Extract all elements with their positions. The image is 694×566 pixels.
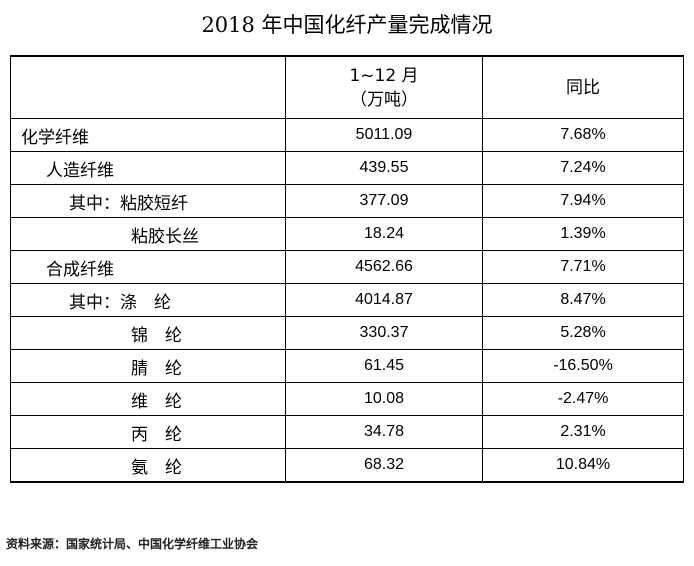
output-value: 330.37: [285, 316, 483, 350]
output-value: 439.55: [285, 151, 483, 185]
table-row: 腈 纶 61.45 -16.50%: [10, 349, 684, 383]
output-value: 10.08: [285, 382, 483, 416]
output-value: 34.78: [285, 415, 483, 449]
yoy-value: 1.39%: [482, 217, 684, 251]
header-empty-cell: [10, 55, 286, 119]
yoy-value: 7.71%: [482, 250, 684, 284]
yoy-value: 5.28%: [482, 316, 684, 350]
table-row: 其中：粘胶短纤 377.09 7.94%: [10, 184, 684, 218]
row-label: 化学纤维: [10, 118, 286, 152]
yoy-value: 7.24%: [482, 151, 684, 185]
table-row: 其中：涤 纶 4014.87 8.47%: [10, 283, 684, 317]
row-label: 其中：涤 纶: [10, 283, 286, 317]
output-value: 5011.09: [285, 118, 483, 152]
yoy-value: 10.84%: [482, 448, 684, 483]
table-row: 氨 纶 68.32 10.84%: [10, 448, 684, 483]
yoy-value: 2.31%: [482, 415, 684, 449]
output-value: 4014.87: [285, 283, 483, 317]
header-output: 1~12 月 （万吨）: [285, 55, 483, 119]
row-label: 锦 纶: [10, 316, 286, 350]
table-row: 合成纤维 4562.66 7.71%: [10, 250, 684, 284]
source-footnote: 资料来源：国家统计局、中国化学纤维工业协会: [6, 537, 259, 551]
table-row: 锦 纶 330.37 5.28%: [10, 316, 684, 350]
output-value: 68.32: [285, 448, 483, 483]
row-label: 维 纶: [10, 382, 286, 416]
output-value: 377.09: [285, 184, 483, 218]
table-row: 粘胶长丝 18.24 1.39%: [10, 217, 684, 251]
row-label: 其中：粘胶短纤: [10, 184, 286, 218]
output-value: 18.24: [285, 217, 483, 251]
table-row: 人造纤维 439.55 7.24%: [10, 151, 684, 185]
header-yoy: 同比: [482, 55, 684, 119]
output-value: 4562.66: [285, 250, 483, 284]
row-label: 人造纤维: [10, 151, 286, 185]
table-row: 化学纤维 5011.09 7.68%: [10, 118, 684, 152]
table-row: 丙 纶 34.78 2.31%: [10, 415, 684, 449]
yoy-value: 7.94%: [482, 184, 684, 218]
header-output-period: 1~12 月: [349, 65, 419, 86]
row-label: 腈 纶: [10, 349, 286, 383]
row-label: 丙 纶: [10, 415, 286, 449]
table-row: 维 纶 10.08 -2.47%: [10, 382, 684, 416]
row-label: 氨 纶: [10, 448, 286, 483]
yoy-value: -16.50%: [482, 349, 684, 383]
yoy-value: 7.68%: [482, 118, 684, 152]
yoy-value: 8.47%: [482, 283, 684, 317]
page-title: 2018 年中国化纤产量完成情况: [201, 13, 493, 37]
production-table: 1~12 月 （万吨） 同比 化学纤维 5011.09 7.68% 人造纤维 4…: [10, 55, 684, 483]
yoy-value: -2.47%: [482, 382, 684, 416]
row-label: 粘胶长丝: [10, 217, 286, 251]
table-header-row: 1~12 月 （万吨） 同比: [10, 55, 684, 119]
output-value: 61.45: [285, 349, 483, 383]
header-output-unit: （万吨）: [350, 89, 418, 110]
row-label: 合成纤维: [10, 250, 286, 284]
